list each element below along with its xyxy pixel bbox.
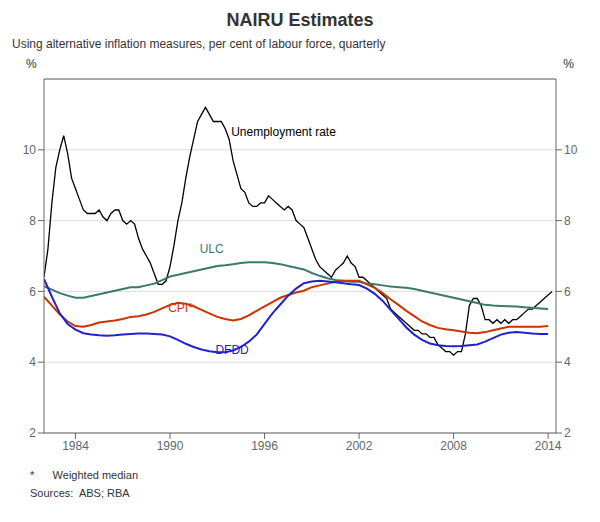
svg-text:2014: 2014	[535, 439, 562, 453]
svg-text:1984: 1984	[62, 439, 89, 453]
svg-text:10: 10	[23, 143, 37, 157]
svg-text:6: 6	[564, 285, 571, 299]
html-text:* Weighted median: * Weighted median	[30, 469, 138, 481]
svg-text:Unemployment rate: Unemployment rate	[231, 125, 336, 139]
svg-text:2: 2	[564, 426, 571, 440]
svg-text:2: 2	[29, 426, 36, 440]
html-text:Sources: ABS; RBA: Sources: ABS; RBA	[30, 487, 130, 499]
svg-text:8: 8	[564, 214, 571, 228]
html-text:NAIRU Estimates: NAIRU Estimates	[226, 10, 374, 30]
svg-text:2002: 2002	[346, 439, 373, 453]
svg-text:6: 6	[29, 285, 36, 299]
svg-text:ULC: ULC	[200, 242, 224, 256]
svg-text:4: 4	[564, 355, 571, 369]
svg-text:1996: 1996	[251, 439, 278, 453]
svg-text:10: 10	[564, 143, 578, 157]
svg-text:8: 8	[29, 214, 36, 228]
svg-text:4: 4	[29, 355, 36, 369]
svg-text:DFDD: DFDD	[215, 343, 249, 357]
svg-text:CPI*: CPI*	[168, 301, 193, 315]
html-text:Using alternative inflation me: Using alternative inflation measures, pe…	[12, 37, 386, 51]
svg-text:2008: 2008	[440, 439, 467, 453]
svg-text:1990: 1990	[157, 439, 184, 453]
